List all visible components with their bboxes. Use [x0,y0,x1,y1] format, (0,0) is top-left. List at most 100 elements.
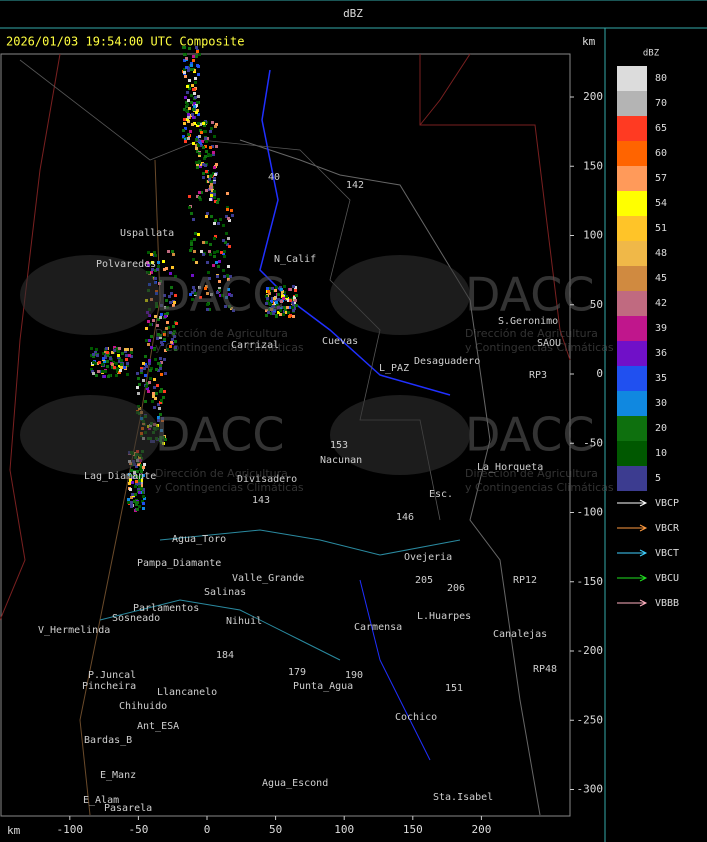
echo-pixel [159,390,162,393]
echo-pixel [207,153,210,156]
echo-pixel [166,348,169,351]
echo-pixel [157,419,160,422]
echo-pixel [152,319,155,322]
place-label: L_PAZ [379,363,409,374]
place-label: Parlamentos [133,603,199,614]
echo-pixel [216,275,219,278]
colorbar-label: 35 [655,373,667,384]
echo-pixel [200,250,203,253]
watermark-text: Dirección de Agricultura [155,467,288,480]
echo-pixel [159,364,162,367]
echo-pixel [282,313,285,316]
echo-pixel [131,481,134,484]
echo-pixel [197,233,200,236]
echo-pixel [106,351,109,354]
echo-pixel [101,370,104,373]
place-label: 40 [268,172,280,183]
place-label: 143 [252,495,270,506]
province-border [0,53,61,621]
echo-pixel [266,287,269,290]
echo-pixel [190,247,193,250]
echo-pixel [270,308,273,311]
echo-pixel [142,495,145,498]
echo-pixel [151,268,154,271]
echo-pixel [204,137,207,140]
echo-pixel [172,253,175,256]
echo-pixel [150,335,153,338]
echo-pixel [293,301,296,304]
colorbar-label: 54 [655,198,667,209]
echo-pixel [138,383,141,386]
echo-pixel [286,297,289,300]
echo-pixel [205,189,208,192]
echo-pixel [200,144,203,147]
echo-pixel [104,350,107,353]
echo-pixel [268,292,271,295]
echo-pixel [130,504,133,507]
echo-pixel [213,255,216,258]
echo-pixel [185,105,188,108]
echo-pixel [185,101,188,104]
echo-pixel [183,71,186,74]
echo-pixel [129,474,132,477]
echo-pixel [285,311,288,314]
echo-pixel [266,297,269,300]
echo-pixel [138,491,141,494]
echo-pixel [227,288,230,291]
echo-pixel [202,253,205,256]
echo-pixel [204,164,207,167]
unit-label: km [7,824,21,837]
echo-pixel [146,382,149,385]
echo-pixel [92,361,95,364]
echo-pixel [215,163,218,166]
province-border [419,54,571,361]
echo-pixel [135,503,138,506]
echo-pixel [225,215,228,218]
echo-pixel [194,292,197,295]
echo-pixel [164,349,167,352]
watermark-logo [330,395,470,475]
echo-pixel [218,280,221,283]
y-tick-label: -100 [577,506,604,519]
echo-pixel [196,124,199,127]
echo-pixel [136,386,139,389]
echo-pixel [151,261,154,264]
echo-pixel [109,357,112,360]
echo-pixel [213,177,216,180]
echo-pixel [148,262,151,265]
echo-pixel [113,366,116,369]
watermark-logo [330,255,470,335]
place-label: 153 [330,440,348,451]
echo-pixel [160,441,163,444]
echo-pixel [195,144,198,147]
echo-pixel [148,359,151,362]
echo-pixel [199,129,202,132]
echo-pixel [279,286,282,289]
echo-pixel [144,374,147,377]
echo-pixel [280,300,283,303]
echo-pixel [174,294,177,297]
echo-pixel [156,324,159,327]
echo-pixel [195,138,198,141]
echo-pixel [144,400,147,403]
echo-pixel [215,261,218,264]
echo-pixel [203,157,206,160]
echo-pixel [197,139,200,142]
echo-pixel [202,172,205,175]
place-label: Ovejeria [404,552,452,563]
echo-pixel [213,196,216,199]
echo-pixel [184,127,187,130]
echo-pixel [152,395,155,398]
echo-pixel [166,306,169,309]
echo-pixel [160,304,163,307]
echo-pixel [182,129,185,132]
echo-pixel [196,109,199,112]
place-label: RP3 [529,370,547,381]
echo-pixel [195,104,198,107]
watermark-text: Dirección de Agricultura [155,327,288,340]
echo-pixel [183,53,186,56]
echo-pixel [192,116,195,119]
echo-pixel [208,250,211,253]
echo-pixel [142,466,145,469]
echo-pixel [270,312,273,315]
